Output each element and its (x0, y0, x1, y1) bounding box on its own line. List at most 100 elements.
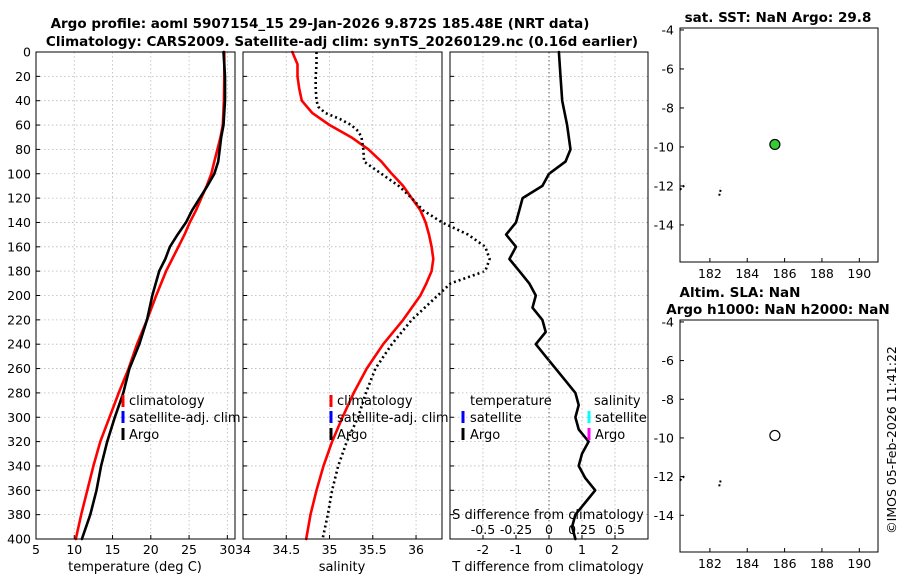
series-line-climatology (74, 50, 226, 541)
lon-tick-label: 186 (773, 266, 797, 281)
legend-argo-label: Argo (337, 428, 367, 443)
x-tick-label: 34.5 (272, 542, 300, 557)
depth-tick-label: 60 (15, 118, 31, 133)
sst-map-panel: sat. SST: NaN Argo: 29.8 -4 -6 -8 -10 -12 -14… (654, 10, 879, 281)
difference-lines (504, 50, 597, 541)
x-tick-label: 36 (408, 542, 424, 557)
legend-salinity-title: salinity (594, 394, 641, 409)
salinity-grid (242, 51, 442, 540)
top-tick-label: 0 (545, 522, 553, 537)
lat-tick-label: -8 (662, 392, 675, 407)
lon-tick-label: 184 (735, 556, 759, 571)
x-tick-label: 34 (235, 542, 251, 557)
salinity-tick-labels: 34 34.5 35 35.5 36 (235, 51, 424, 557)
lat-tick-label: -6 (662, 61, 675, 76)
top-tick-label: 0.25 (568, 522, 596, 537)
sla-map-subtitle: Argo h1000: NaN h2000: NaN (666, 302, 889, 318)
difference-tick-labels: -2 -1 0 1 2 (450, 51, 619, 557)
depth-tick-label: 320 (7, 434, 31, 449)
x-tick-label: 10 (66, 542, 82, 557)
sst-map-coastline (679, 183, 723, 196)
depth-tick-label: 300 (7, 410, 31, 425)
x-tick-label: 30 (219, 542, 235, 557)
lon-tick-label: 182 (698, 556, 722, 571)
temperature-lines (74, 50, 227, 541)
argo-location-marker (769, 429, 781, 442)
figure-title-line2: Climatology: CARS2009. Satellite-adj cli… (46, 34, 638, 50)
sst-map-longitude-labels: 182 184 186 188 190 (698, 258, 871, 281)
legend-temperature-title: temperature (470, 394, 552, 409)
temperature-difference-xlabel: T difference from climatology (451, 560, 644, 575)
sla-map-points (769, 429, 781, 442)
sst-map-frame (679, 27, 879, 263)
temperature-panel: 0 20 40 60 80 100 120 140 160 180 200 220 240 260 280 3… (7, 45, 240, 576)
x-tick-label: 2 (611, 542, 619, 557)
x-tick-label: 5 (32, 542, 40, 557)
x-tick-label: 1 (578, 542, 586, 557)
sla-map-frame (679, 319, 879, 553)
sst-map-title: sat. SST: NaN Argo: 29.8 (685, 10, 872, 26)
depth-tick-labels: 0 20 40 60 80 100 120 140 160 180 200 220 240 260 280 3… (7, 45, 31, 547)
temperature-xlabel: temperature (deg C) (68, 560, 202, 575)
temperature-legend: climatology satellite-adj. clim Argo (121, 394, 241, 443)
coastline-segment (679, 183, 687, 191)
lat-tick-label: -14 (654, 508, 674, 523)
series-line-t-difference-argo (504, 50, 597, 541)
series-line-argo (314, 52, 491, 540)
series-line-argo (80, 50, 227, 541)
difference-panel: -2 -1 0 1 2 -0.5 -0.25 0 0.25 0.5 S difference f… (449, 50, 649, 575)
depth-tick-label: 260 (7, 361, 31, 376)
sla-map-longitude-labels: 182 184 186 188 190 (698, 548, 871, 571)
difference-legend: temperature satellite Argo salinity sate… (461, 394, 647, 443)
figure-title-line1: Argo profile: aoml 5907154_15 29-Jan-202… (51, 16, 590, 32)
top-tick-label: -0.5 (471, 522, 495, 537)
depth-tick-label: 40 (15, 93, 31, 108)
legend-t-satellite-label: satellite (470, 411, 522, 426)
x-tick-label: 35 (322, 542, 338, 557)
depth-tick-label: 80 (15, 142, 31, 157)
legend-climatology-label: climatology (129, 394, 205, 409)
x-tick-label: 25 (181, 542, 197, 557)
x-tick-label: 20 (143, 542, 159, 557)
lat-tick-label: -14 (654, 217, 674, 232)
depth-tick-label: 200 (7, 288, 31, 303)
depth-tick-label: 100 (7, 166, 31, 181)
lat-tick-label: -4 (662, 22, 675, 37)
top-tick-label: -0.25 (500, 522, 532, 537)
lat-tick-label: -12 (654, 469, 674, 484)
sla-map-coastline (679, 474, 723, 487)
sst-map-latitude-labels: -4 -6 -8 -10 -12 -14 (654, 22, 684, 232)
legend-t-argo-label: Argo (470, 428, 500, 443)
depth-tick-label: 280 (7, 385, 31, 400)
x-tick-label: 0 (545, 542, 553, 557)
depth-tick-label: 120 (7, 191, 31, 206)
x-tick-label: -1 (510, 542, 522, 557)
lat-tick-label: -4 (662, 314, 675, 329)
lat-tick-label: -10 (654, 430, 674, 445)
series-line-climatology (290, 50, 435, 541)
sla-map-panel: Altim. SLA: NaN Argo h1000: NaN h2000: N… (654, 285, 890, 571)
sla-map-title: Altim. SLA: NaN (680, 285, 801, 301)
x-tick-label: -2 (477, 542, 489, 557)
legend-s-argo-label: Argo (595, 428, 625, 443)
salinity-panel: 34 34.5 35 35.5 36 salinity climatology sate… (235, 50, 491, 575)
lat-tick-label: -8 (662, 100, 675, 115)
depth-tick-label: 400 (7, 532, 31, 547)
depth-tick-label: 360 (7, 483, 31, 498)
lat-tick-label: -6 (662, 353, 675, 368)
depth-tick-label: 340 (7, 458, 31, 473)
depth-tick-label: 380 (7, 507, 31, 522)
lon-tick-label: 184 (735, 266, 759, 281)
salinity-lines (290, 50, 491, 541)
depth-tick-label: 160 (7, 239, 31, 254)
salinity-xlabel: salinity (319, 560, 366, 575)
depth-tick-label: 20 (15, 69, 31, 84)
lat-tick-label: -12 (654, 178, 674, 193)
depth-tick-label: 220 (7, 312, 31, 327)
depth-tick-label: 240 (7, 337, 31, 352)
coastline-segment (679, 474, 687, 482)
sst-map-points (769, 138, 781, 151)
lon-tick-label: 190 (847, 266, 871, 281)
legend-climatology-label: climatology (337, 394, 413, 409)
